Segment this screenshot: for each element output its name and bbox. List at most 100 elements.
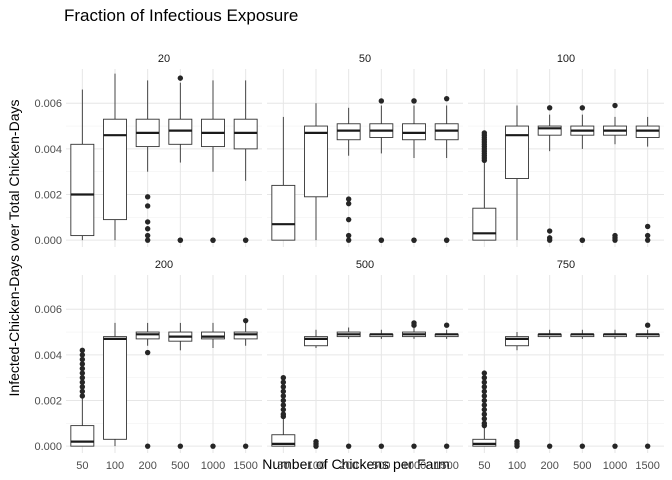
x-tick-label: 1000 — [201, 460, 225, 472]
boxplot-500-200 — [336, 327, 361, 449]
box-iqr — [168, 118, 193, 145]
outlier-point — [411, 98, 417, 104]
boxplot-20-1500 — [233, 80, 258, 243]
box-iqr — [336, 123, 361, 141]
boxplot-50-1000 — [402, 98, 426, 243]
y-tick-label: 0.002 — [34, 396, 62, 408]
outlier-point — [411, 237, 417, 243]
outlier-point — [79, 384, 86, 390]
facet-strip-label: 500 — [356, 259, 374, 271]
outlier-point — [280, 384, 287, 390]
box-iqr — [537, 125, 562, 136]
box-iqr — [271, 434, 296, 447]
boxplot-200-1500 — [233, 317, 258, 449]
x-tick-label: 500 — [372, 460, 390, 472]
box-iqr — [402, 123, 426, 141]
outlier-point — [242, 443, 249, 449]
outlier-point — [345, 200, 352, 207]
boxplot-50-1500 — [434, 95, 459, 243]
outlier-point — [443, 322, 450, 328]
boxplot-750-50 — [472, 370, 497, 447]
outlier-point — [144, 226, 151, 232]
y-tick-label: 0.000 — [34, 235, 62, 247]
outlier-point — [579, 105, 586, 111]
outlier-point — [79, 365, 86, 372]
outlier-point — [79, 356, 86, 363]
boxplot-20-50 — [70, 89, 95, 241]
outlier-point — [144, 443, 151, 449]
outlier-point — [644, 443, 651, 449]
outlier-point — [546, 105, 553, 111]
outlier-point — [546, 237, 553, 243]
x-tick-label: 50 — [277, 460, 289, 472]
x-tick-label: 100 — [106, 460, 124, 472]
outlier-point — [79, 352, 86, 358]
x-tick-label: 200 — [540, 460, 558, 472]
facet-strip-label: 50 — [359, 53, 371, 65]
outlier-point — [345, 232, 352, 239]
y-tick-label: 0.000 — [34, 441, 62, 453]
boxplot-100-1500 — [635, 116, 660, 243]
outlier-point — [612, 102, 618, 109]
outlier-point — [242, 317, 249, 324]
outlier-point — [79, 347, 86, 354]
facet-panel-200: 200 0.000 0.002 0.004 0.006 50 100 200 500 1000 15… — [34, 259, 262, 472]
x-tick-label: 100 — [307, 460, 325, 472]
facet-panels: 20 0.000 0.002 0.004 0.006 50 100 200 0.000 0.002… — [34, 53, 664, 472]
y-axis-label: Infected-Chicken-Days over Total Chicken… — [6, 100, 22, 397]
boxplot-750-1000 — [603, 329, 627, 449]
box-iqr — [70, 425, 95, 447]
facet-strip-label: 20 — [158, 53, 170, 65]
outlier-point — [378, 237, 385, 243]
box-iqr — [472, 207, 497, 241]
boxplot-200-100 — [103, 322, 127, 447]
box-iqr — [233, 331, 258, 340]
boxplot-50-100 — [304, 103, 328, 241]
boxplot-100-500 — [570, 105, 595, 243]
outlier-point — [481, 384, 488, 390]
box-iqr — [233, 118, 258, 150]
box-iqr — [304, 336, 328, 347]
boxplot-50-500 — [369, 98, 394, 243]
x-tick-label: 500 — [573, 460, 591, 472]
x-tick-label: 100 — [508, 460, 526, 472]
box-iqr — [201, 331, 225, 340]
outlier-point — [210, 443, 216, 449]
outlier-point — [579, 443, 586, 449]
outlier-point — [177, 75, 184, 81]
boxplot-200-1000 — [201, 322, 225, 449]
box-iqr — [271, 184, 296, 241]
x-axis-label: Number of Chickens per Farm — [262, 456, 450, 472]
boxplot-20-500 — [168, 75, 193, 243]
outlier-point — [242, 237, 249, 243]
outlier-point — [79, 361, 86, 367]
boxplot-750-1500 — [635, 322, 660, 449]
outlier-point — [612, 237, 618, 243]
y-tick-label: 0.002 — [34, 190, 62, 202]
boxplot-20-100 — [103, 73, 127, 241]
outlier-point — [378, 443, 385, 449]
outlier-point — [481, 393, 488, 399]
outlier-point — [345, 216, 352, 223]
boxplot-100-100 — [505, 105, 529, 241]
outlier-point — [280, 388, 287, 395]
outlier-point — [79, 370, 86, 376]
boxplot-100-200 — [537, 105, 562, 243]
outlier-point — [79, 379, 86, 385]
facet-panel-20: 20 0.000 0.002 0.004 0.006 — [34, 53, 262, 247]
outlier-point — [443, 443, 450, 449]
outlier-point — [481, 416, 488, 422]
boxplot-500-1000 — [402, 320, 426, 449]
x-tick-label: 50 — [478, 460, 490, 472]
boxplot-50-200 — [336, 107, 361, 243]
outlier-point — [481, 388, 488, 395]
x-tick-label: 1000 — [603, 460, 627, 472]
facet-strip-label: 750 — [557, 259, 575, 271]
outlier-point — [546, 443, 553, 449]
outlier-point — [443, 95, 450, 102]
outlier-point — [210, 237, 216, 243]
box-iqr — [472, 438, 497, 447]
facet-panel-750: 750 50 100 200 500 1000 1500 — [468, 259, 664, 472]
outlier-point — [546, 228, 553, 234]
outlier-point — [345, 196, 352, 202]
